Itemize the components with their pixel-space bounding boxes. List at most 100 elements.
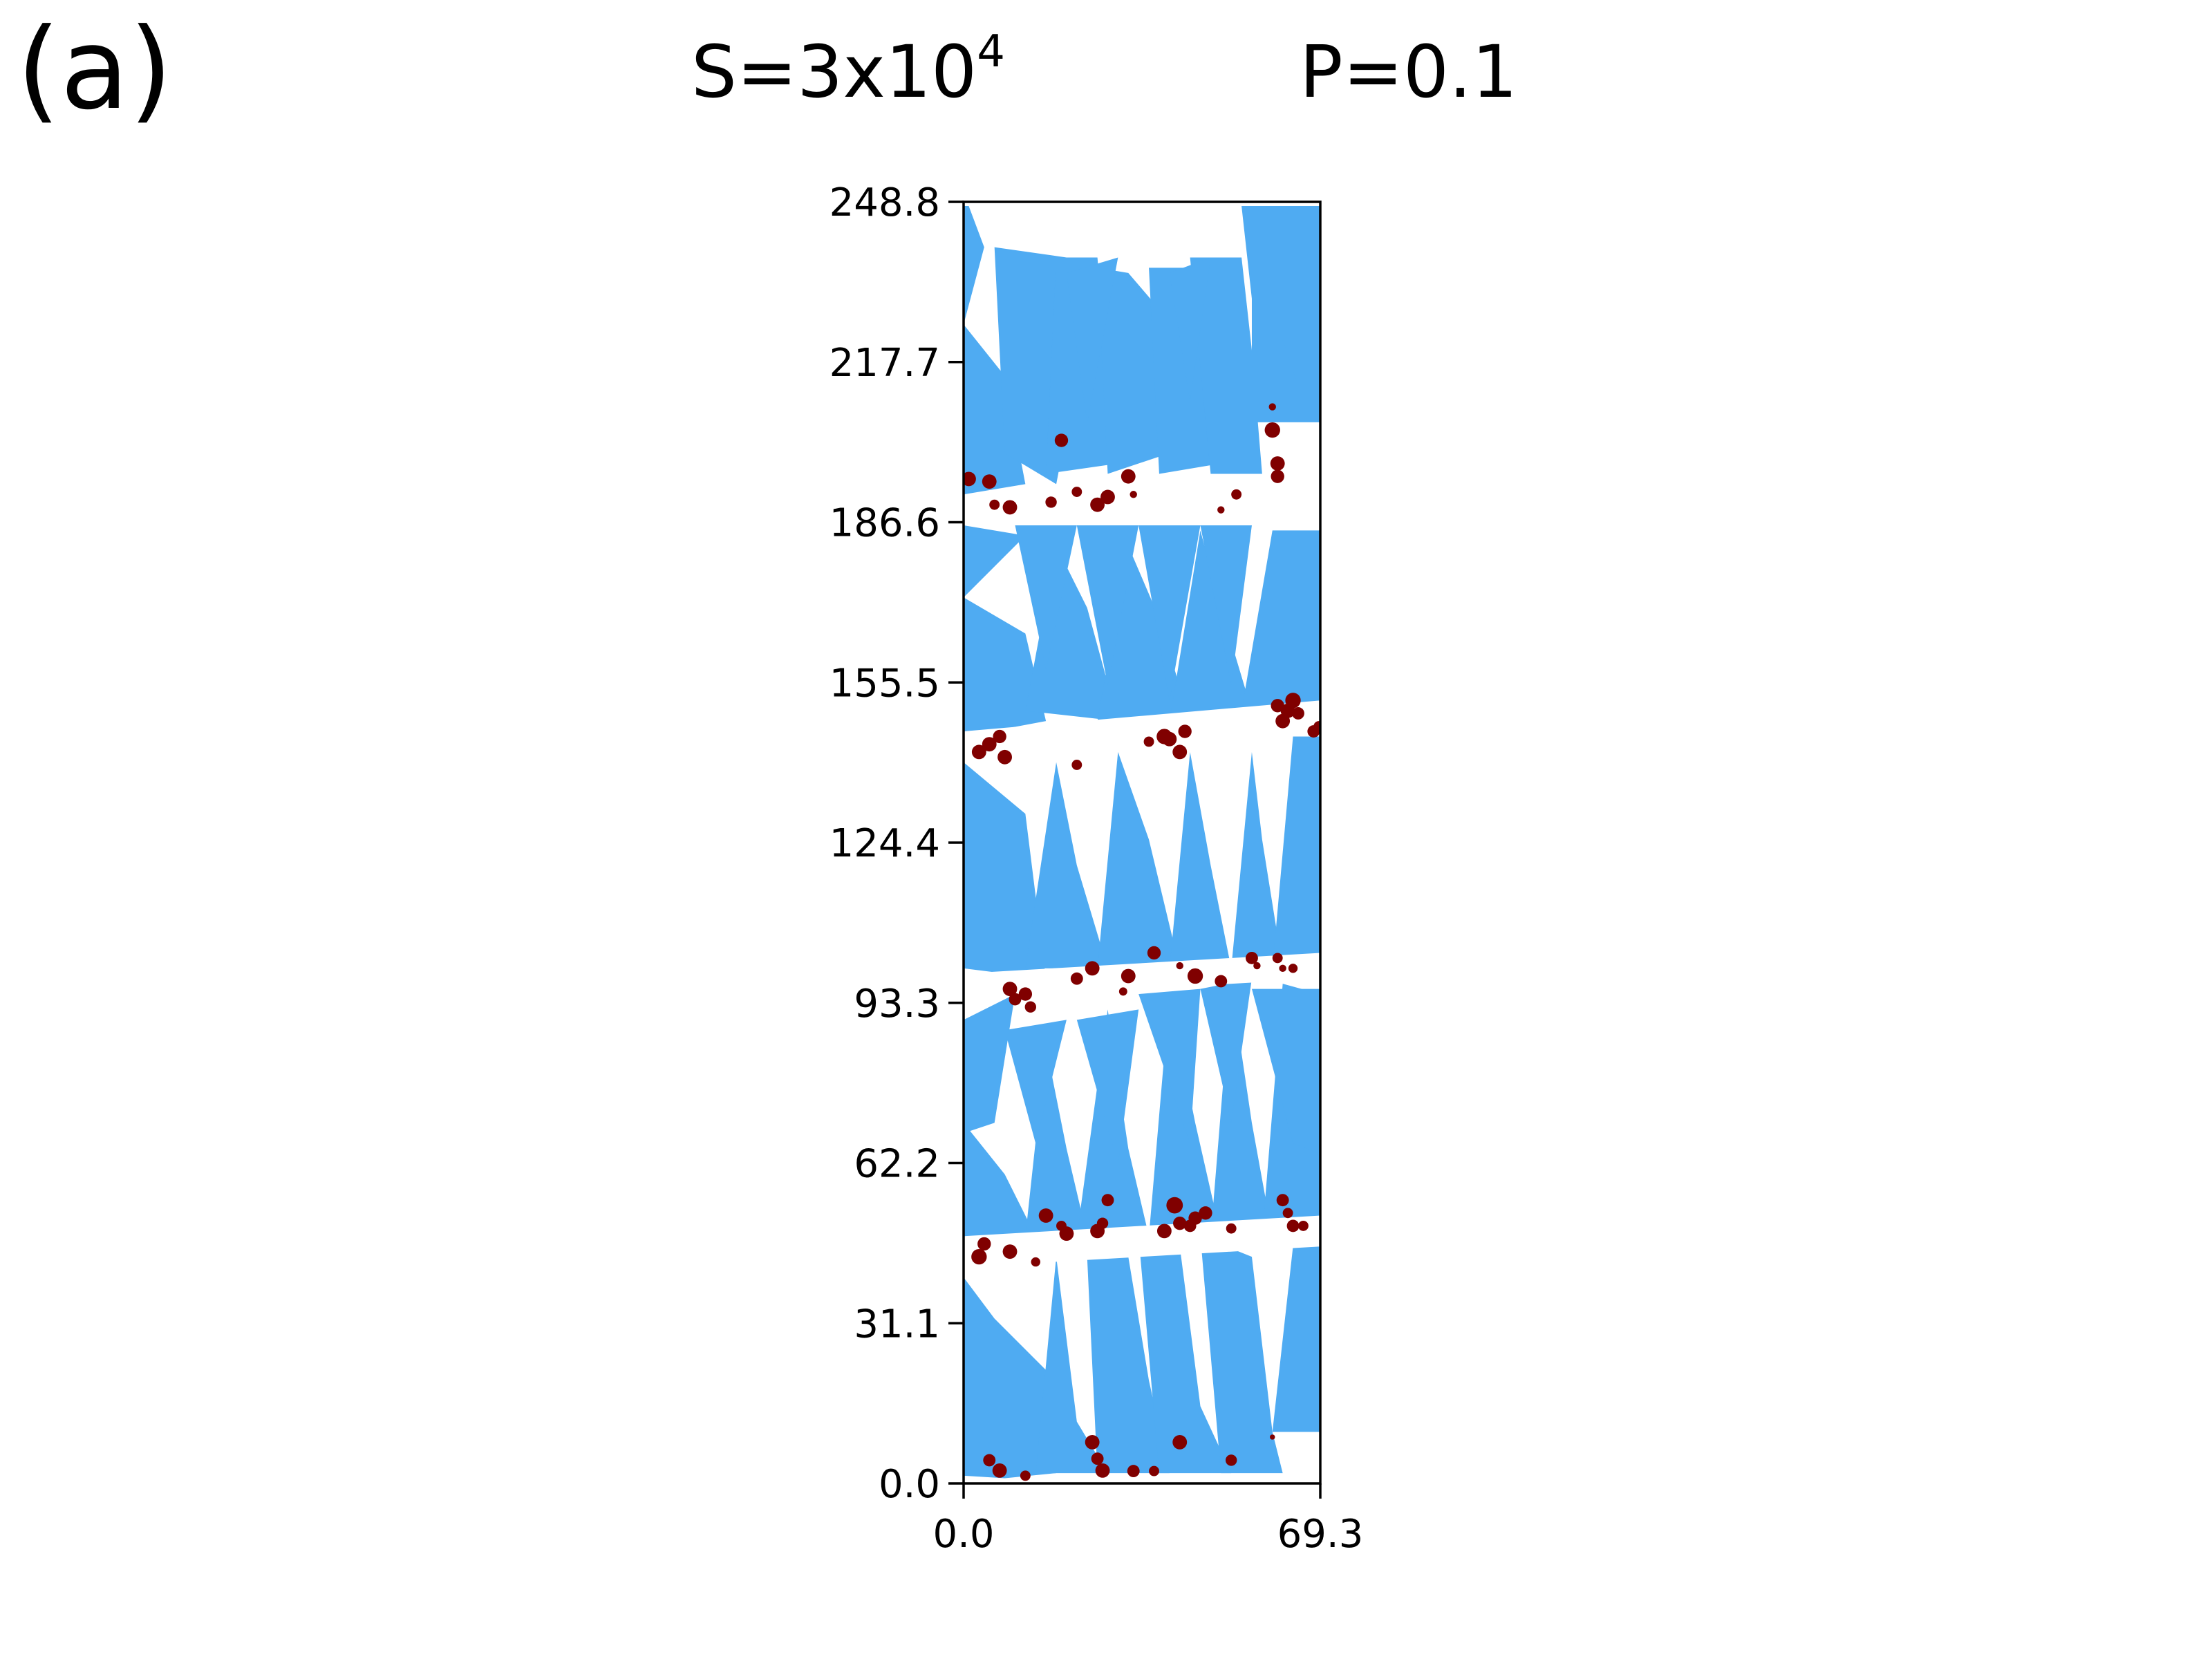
particle-7 xyxy=(1149,1465,1159,1477)
blue-domain-18 xyxy=(964,762,1047,979)
particle-28 xyxy=(1276,1194,1289,1207)
particle-0 xyxy=(983,1454,996,1467)
particle-34 xyxy=(1018,987,1033,1001)
particle-19 xyxy=(1096,1217,1109,1229)
y-tick-label-8: 248.8 xyxy=(830,180,940,225)
title-s-parameter: S=3x104 xyxy=(691,26,1005,115)
particle-41 xyxy=(1176,962,1183,970)
x-tick-label-1: 69.3 xyxy=(1277,1512,1364,1557)
particle-81 xyxy=(1270,456,1285,471)
y-tick-label-7: 217.7 xyxy=(830,341,940,386)
particle-36 xyxy=(1070,972,1083,985)
particle-10 xyxy=(1270,1434,1275,1440)
particle-53 xyxy=(1071,760,1082,770)
blue-domains xyxy=(964,205,1320,1479)
particle-46 xyxy=(1272,953,1283,964)
blue-domain-23 xyxy=(1272,736,1320,968)
blue-domain-30 xyxy=(1015,525,1077,670)
particle-32 xyxy=(1002,982,1018,997)
particle-43 xyxy=(1215,975,1228,988)
blue-domain-10 xyxy=(1210,984,1273,1237)
particle-62 xyxy=(1285,693,1301,709)
blue-domain-43 xyxy=(1169,257,1211,402)
white-band-2 xyxy=(964,700,1320,752)
blue-domain-6 xyxy=(964,1123,1036,1268)
blue-domain-29 xyxy=(964,525,1026,598)
blue-domain-5 xyxy=(1272,1246,1320,1432)
blue-domain-2 xyxy=(1087,1257,1170,1474)
particle-5 xyxy=(1095,1463,1110,1478)
blue-domain-20 xyxy=(1097,751,1180,968)
title-s-prefix: S=3x10 xyxy=(691,30,977,114)
blue-domain-21 xyxy=(1169,751,1232,968)
particle-33 xyxy=(1009,993,1022,1006)
particle-14 xyxy=(1031,1257,1040,1267)
blue-domain-15 xyxy=(1138,988,1201,1144)
plot-area xyxy=(964,205,1320,1481)
blue-domain-41 xyxy=(964,205,984,325)
blue-domain-13 xyxy=(1004,1020,1067,1144)
blue-domain-24 xyxy=(964,597,1047,737)
particle-78 xyxy=(1231,489,1242,500)
blue-domain-32 xyxy=(1138,525,1201,701)
particle-68 xyxy=(989,499,1000,510)
blue-domain-28 xyxy=(1241,530,1320,711)
particle-23 xyxy=(1173,1217,1187,1230)
particle-52 xyxy=(997,749,1012,765)
y-tick-label-1: 31.1 xyxy=(854,1302,940,1347)
particle-9 xyxy=(1225,1454,1237,1466)
blue-domain-40 xyxy=(1241,205,1320,422)
particle-17 xyxy=(1059,1226,1074,1241)
blue-domain-44 xyxy=(1262,339,1304,402)
particle-8 xyxy=(1172,1434,1188,1450)
y-tick-label-2: 62.2 xyxy=(854,1142,940,1187)
particle-6 xyxy=(1127,1465,1140,1478)
particle-42 xyxy=(1187,968,1203,984)
particle-21 xyxy=(1156,1224,1172,1239)
particle-25 xyxy=(1188,1211,1202,1225)
white-band-1 xyxy=(964,953,1320,1000)
particle-45 xyxy=(1253,962,1261,970)
x-tick-label-0: 0.0 xyxy=(932,1512,994,1557)
particle-2 xyxy=(1020,1470,1031,1481)
particle-51 xyxy=(993,729,1006,744)
blue-domain-17 xyxy=(1251,988,1320,1154)
title-p-parameter: P=0.1 xyxy=(1300,30,1518,114)
y-tick-label-5: 155.5 xyxy=(830,661,940,706)
particle-82 xyxy=(1271,469,1284,483)
x-axis: 0.0 69.3 xyxy=(932,1483,1363,1557)
particle-71 xyxy=(1054,433,1069,447)
particle-38 xyxy=(1121,968,1136,984)
particle-67 xyxy=(982,474,997,489)
particle-80 xyxy=(1264,422,1280,438)
particle-79 xyxy=(1268,403,1276,411)
particle-66 xyxy=(964,471,976,487)
particle-22 xyxy=(1166,1197,1183,1214)
particle-11 xyxy=(971,1248,987,1265)
particle-72 xyxy=(1071,487,1082,497)
particle-31 xyxy=(1297,1220,1309,1231)
particle-29 xyxy=(1282,1208,1293,1219)
particle-75 xyxy=(1121,469,1136,484)
particle-35 xyxy=(1024,1001,1036,1013)
particle-1 xyxy=(992,1463,1007,1478)
particle-48 xyxy=(1288,964,1298,973)
particle-69 xyxy=(1002,500,1018,515)
blue-domain-31 xyxy=(1076,525,1139,685)
particle-56 xyxy=(1162,731,1177,747)
particle-54 xyxy=(1143,736,1154,747)
y-tick-label-4: 124.4 xyxy=(830,821,940,866)
particle-73 xyxy=(1090,497,1105,512)
blue-domain-4 xyxy=(1200,1236,1283,1474)
y-tick-label-6: 186.6 xyxy=(830,501,940,546)
particle-49 xyxy=(971,744,986,760)
blue-domain-1 xyxy=(1035,1257,1108,1474)
particle-13 xyxy=(1002,1244,1018,1259)
particle-70 xyxy=(1045,496,1057,508)
particle-74 xyxy=(1100,489,1115,505)
particle-57 xyxy=(1172,744,1188,760)
particle-63 xyxy=(1292,707,1304,720)
particle-50 xyxy=(982,737,997,752)
white-bands xyxy=(964,494,1320,1268)
